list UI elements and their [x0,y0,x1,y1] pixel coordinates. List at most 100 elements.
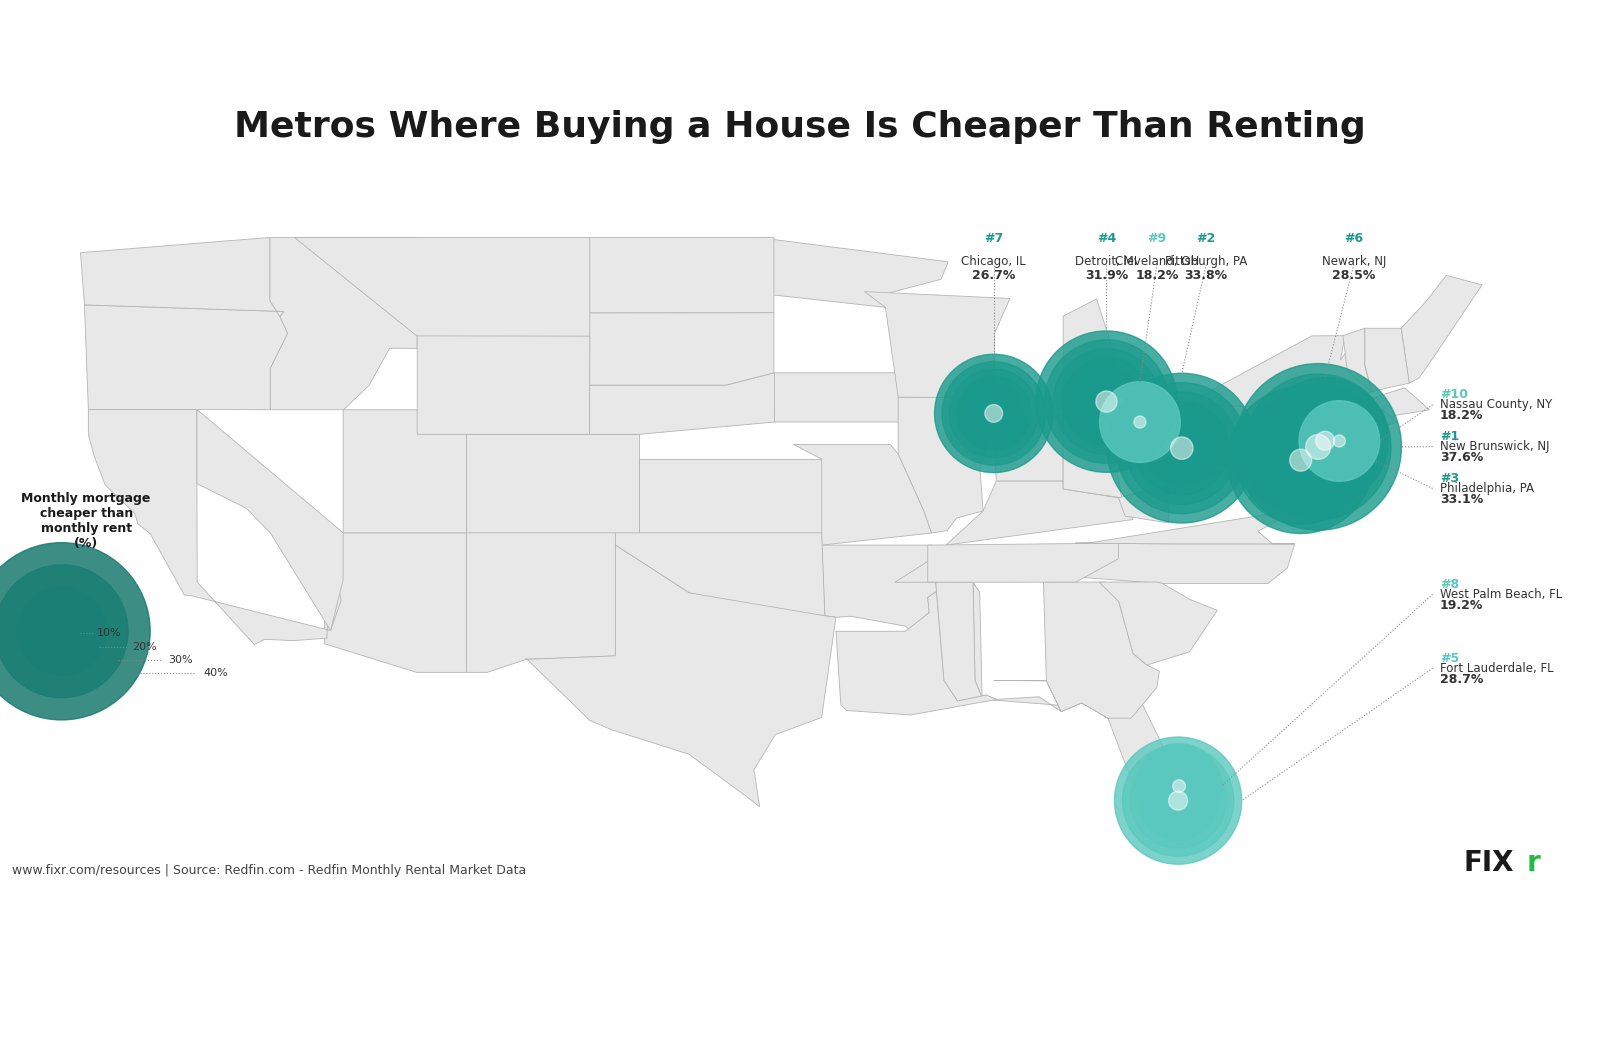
Text: Monthly mortgage
cheaper than
monthly rent
(%): Monthly mortgage cheaper than monthly re… [21,491,150,550]
Circle shape [1053,349,1160,455]
Circle shape [1227,387,1374,534]
Circle shape [1254,414,1347,506]
Circle shape [1173,780,1186,792]
Circle shape [1245,374,1390,519]
Text: #6: #6 [1344,232,1363,245]
Circle shape [1270,385,1381,496]
Text: West Palm Beach, FL: West Palm Beach, FL [1440,588,1562,601]
Polygon shape [1099,582,1218,665]
Circle shape [1110,391,1170,452]
Circle shape [1125,407,1155,437]
Text: #3: #3 [1440,473,1459,485]
Circle shape [1134,417,1146,427]
Circle shape [1262,378,1389,504]
Polygon shape [590,237,774,313]
Circle shape [1246,405,1355,515]
Polygon shape [325,533,467,672]
Polygon shape [835,558,997,715]
Circle shape [1107,374,1256,523]
Text: #2: #2 [1197,232,1216,245]
Circle shape [1264,424,1338,497]
Polygon shape [1382,409,1397,427]
Text: r: r [1526,849,1539,878]
Circle shape [1098,392,1115,410]
Circle shape [1154,777,1202,824]
Circle shape [1088,384,1125,420]
Circle shape [979,399,1008,428]
Text: Metros Where Buying a House Is Cheaper Than Renting: Metros Where Buying a House Is Cheaper T… [234,109,1366,144]
Text: Pittsburgh, PA: Pittsburgh, PA [1165,255,1248,268]
Circle shape [1304,406,1374,477]
Text: Cleveland, OH: Cleveland, OH [1115,255,1198,268]
Circle shape [1168,791,1187,810]
Circle shape [1126,392,1238,504]
Polygon shape [1075,509,1299,543]
Circle shape [1158,765,1200,808]
Polygon shape [1365,328,1410,391]
Circle shape [18,587,106,676]
Text: 40%: 40% [203,668,229,679]
Circle shape [1306,434,1331,459]
Circle shape [1171,437,1194,459]
Polygon shape [898,398,997,533]
Text: 33.1%: 33.1% [1440,493,1483,506]
Polygon shape [589,312,774,385]
Polygon shape [418,336,590,434]
Text: #4: #4 [1098,232,1117,245]
Polygon shape [994,415,1062,481]
Text: #1: #1 [1440,430,1459,443]
Circle shape [1146,769,1210,833]
Polygon shape [1342,328,1371,391]
Polygon shape [1062,415,1122,498]
Circle shape [1163,429,1200,466]
Text: New Brunswick, NJ: New Brunswick, NJ [1440,440,1549,453]
Circle shape [1235,363,1402,530]
Circle shape [1290,450,1312,472]
Circle shape [1309,411,1370,472]
Circle shape [965,384,1024,443]
Text: 28.5%: 28.5% [1333,270,1376,282]
Polygon shape [270,237,418,410]
Text: www.fixr.com/resources | Source: Redfin.com - Redfin Monthly Rental Market Data: www.fixr.com/resources | Source: Redfin.… [13,864,526,878]
Text: #9: #9 [1147,232,1166,245]
Circle shape [1286,415,1349,478]
Polygon shape [864,291,1010,398]
Polygon shape [1075,543,1294,584]
Circle shape [1045,339,1168,463]
Text: 33.8%: 33.8% [1184,270,1227,282]
Circle shape [1318,421,1360,461]
Text: Fort Lauderdale, FL: Fort Lauderdale, FL [1440,662,1554,675]
Polygon shape [994,681,1178,826]
Circle shape [1062,357,1150,446]
Polygon shape [467,533,616,672]
Polygon shape [1187,328,1371,432]
Circle shape [1274,433,1328,487]
Circle shape [971,391,1016,435]
Text: 37.6%: 37.6% [1440,451,1483,464]
Circle shape [942,361,1045,465]
Circle shape [1282,441,1318,479]
Polygon shape [1238,466,1288,498]
Circle shape [1130,412,1150,432]
Polygon shape [467,434,638,533]
Circle shape [957,377,1030,451]
Text: 19.2%: 19.2% [1440,599,1483,612]
Text: 18.2%: 18.2% [1440,409,1483,423]
Circle shape [1154,421,1210,476]
Circle shape [1307,436,1328,457]
Circle shape [1099,382,1181,462]
Polygon shape [1118,466,1254,523]
Circle shape [1144,411,1219,485]
Circle shape [1278,393,1373,488]
Text: 26.7%: 26.7% [973,270,1016,282]
Circle shape [986,406,1002,421]
Circle shape [1120,402,1160,442]
Polygon shape [1402,275,1482,383]
Circle shape [1266,395,1370,499]
Polygon shape [946,481,1133,545]
Text: Philadelphia, PA: Philadelphia, PA [1440,482,1534,496]
Circle shape [1152,760,1206,813]
Polygon shape [526,545,835,807]
Circle shape [1237,396,1365,525]
Text: 30%: 30% [168,655,192,665]
